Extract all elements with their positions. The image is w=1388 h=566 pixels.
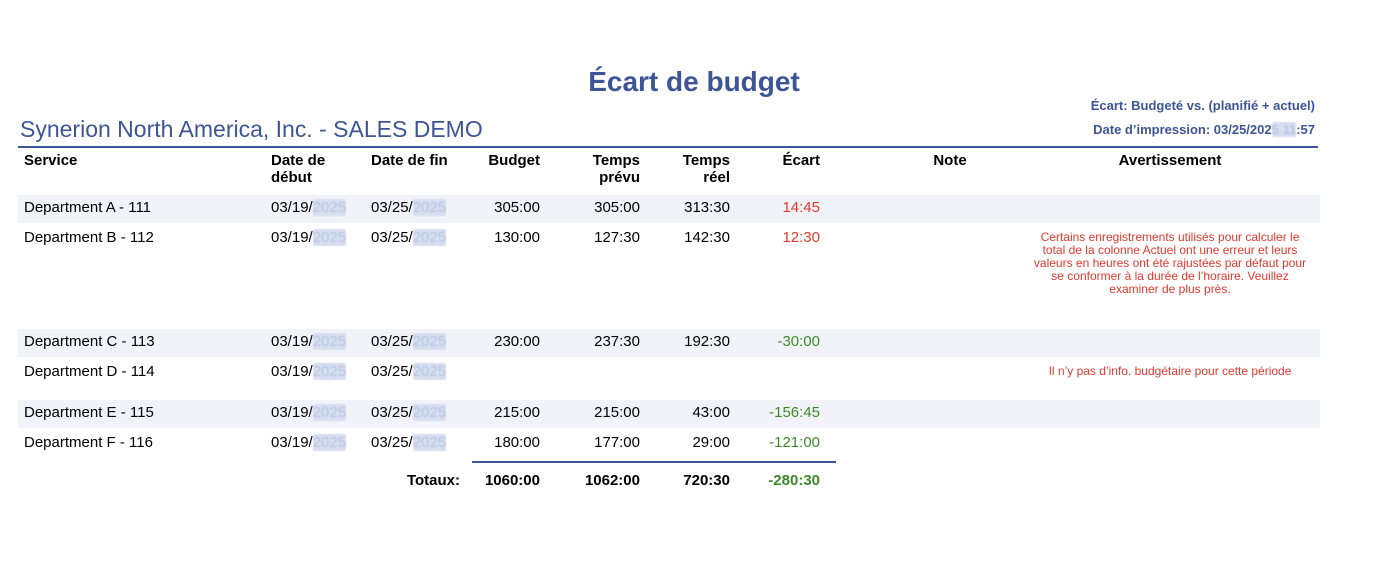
end-date: 03/25/2025 (371, 404, 447, 421)
budget-value: 215:00 (494, 404, 540, 421)
service-name: Department E - 115 (24, 404, 154, 421)
print-date-suffix: :57 (1296, 122, 1315, 137)
warning-text: Il n’y pas d’info. budgétaire pour cette… (1048, 364, 1292, 378)
variance-value: -156:45 (769, 404, 820, 421)
col-actual-line2: réel (703, 169, 730, 186)
planned-time-value: 127:30 (594, 229, 640, 246)
year-redacted: 2025 (412, 434, 447, 451)
table-row: Department D - 114 03/19/2025 03/25/2025… (18, 359, 1320, 399)
actual-time-value: 313:30 (684, 199, 730, 216)
company-name: Synerion North America, Inc. - SALES DEM… (20, 116, 483, 142)
date-prefix: 03/25/ (371, 199, 413, 216)
totals-rule (472, 461, 836, 463)
start-date: 03/19/2025 (271, 199, 347, 216)
service-name: Department F - 116 (24, 434, 153, 451)
year-redacted: 2025 (312, 333, 347, 350)
col-start-date: Date de début (271, 152, 325, 186)
planned-time-value: 215:00 (594, 404, 640, 421)
variance-value: -121:00 (769, 434, 820, 451)
col-planned-time: Temps prévu (562, 152, 640, 186)
print-date-redacted: 5 11 (1271, 122, 1297, 137)
col-service: Service (24, 152, 78, 169)
date-prefix: 03/19/ (271, 404, 313, 421)
end-date: 03/25/2025 (371, 434, 447, 451)
end-date: 03/25/2025 (371, 333, 447, 350)
actual-time-value: 43:00 (692, 404, 730, 421)
table-row: Department E - 115 03/19/2025 03/25/2025… (18, 400, 1320, 428)
budget-value: 305:00 (494, 199, 540, 216)
variance-value: 12:30 (782, 229, 820, 246)
date-prefix: 03/19/ (271, 333, 313, 350)
col-start-date-line1: Date de (271, 152, 326, 169)
variance-basis: Écart: Budgeté vs. (planifié + actuel) (1090, 98, 1315, 113)
print-date: Date d’impression: 03/25/2025 11:57 (1093, 122, 1315, 137)
planned-time-value: 237:30 (594, 333, 640, 350)
table-row: Department F - 116 03/19/2025 03/25/2025… (18, 430, 1320, 458)
total-actual-time: 720:30 (683, 472, 730, 489)
col-planned-line2: prévu (599, 169, 640, 186)
report-title: Écart de budget (588, 66, 800, 97)
year-redacted: 2025 (312, 229, 347, 246)
start-date: 03/19/2025 (271, 229, 347, 246)
print-date-label: Date d’impression: 03/25/202 (1093, 122, 1272, 137)
start-date: 03/19/2025 (271, 333, 347, 350)
header-rule (18, 146, 1318, 148)
total-planned-time: 1062:00 (584, 472, 640, 489)
planned-time-value: 177:00 (594, 434, 640, 451)
date-prefix: 03/25/ (371, 363, 413, 380)
total-variance: -280:30 (768, 472, 820, 489)
service-name: Department B - 112 (24, 229, 154, 246)
budget-value: 180:00 (494, 434, 540, 451)
date-prefix: 03/19/ (271, 434, 313, 451)
date-prefix: 03/25/ (371, 434, 413, 451)
totals-label: Totaux: (406, 472, 460, 489)
date-prefix: 03/19/ (271, 229, 313, 246)
col-note: Note (933, 152, 967, 169)
date-prefix: 03/25/ (371, 404, 413, 421)
total-budget: 1060:00 (484, 472, 540, 489)
year-redacted: 2025 (412, 404, 447, 421)
start-date: 03/19/2025 (271, 434, 347, 451)
warning-text: Certains enregistrements utilisés pour c… (1033, 230, 1307, 296)
planned-time-value: 305:00 (594, 199, 640, 216)
date-prefix: 03/25/ (371, 333, 413, 350)
variance-value: -30:00 (777, 333, 820, 350)
date-prefix: 03/19/ (271, 199, 313, 216)
col-start-date-line2: début (271, 169, 312, 186)
budget-value: 130:00 (494, 229, 540, 246)
start-date: 03/19/2025 (271, 404, 347, 421)
table-row: Department A - 111 03/19/2025 03/25/2025… (18, 195, 1320, 223)
budget-value: 230:00 (494, 333, 540, 350)
year-redacted: 2025 (312, 434, 347, 451)
actual-time-value: 29:00 (692, 434, 730, 451)
year-redacted: 2025 (312, 363, 347, 380)
variance-value: 14:45 (782, 199, 820, 216)
service-name: Department C - 113 (24, 333, 155, 350)
end-date: 03/25/2025 (371, 199, 447, 216)
year-redacted: 2025 (412, 229, 447, 246)
end-date: 03/25/2025 (371, 363, 447, 380)
actual-time-value: 192:30 (684, 333, 730, 350)
year-redacted: 2025 (312, 404, 347, 421)
col-actual-line1: Temps (682, 152, 730, 169)
table-row: Department B - 112 03/19/2025 03/25/2025… (18, 225, 1320, 327)
service-name: Department D - 114 (24, 363, 155, 380)
col-budget: Budget (488, 152, 540, 169)
year-redacted: 2025 (412, 363, 447, 380)
year-redacted: 2025 (412, 333, 447, 350)
col-variance: Écart (782, 152, 820, 169)
col-actual-time: Temps réel (652, 152, 730, 186)
col-warning: Avertissement (1118, 152, 1222, 169)
col-end-date: Date de fin (371, 152, 448, 169)
date-prefix: 03/25/ (371, 229, 413, 246)
end-date: 03/25/2025 (371, 229, 447, 246)
start-date: 03/19/2025 (271, 363, 347, 380)
date-prefix: 03/19/ (271, 363, 313, 380)
actual-time-value: 142:30 (684, 229, 730, 246)
year-redacted: 2025 (412, 199, 447, 216)
table-row: Department C - 113 03/19/2025 03/25/2025… (18, 329, 1320, 357)
service-name: Department A - 111 (24, 199, 152, 216)
year-redacted: 2025 (312, 199, 347, 216)
col-planned-line1: Temps (592, 152, 640, 169)
